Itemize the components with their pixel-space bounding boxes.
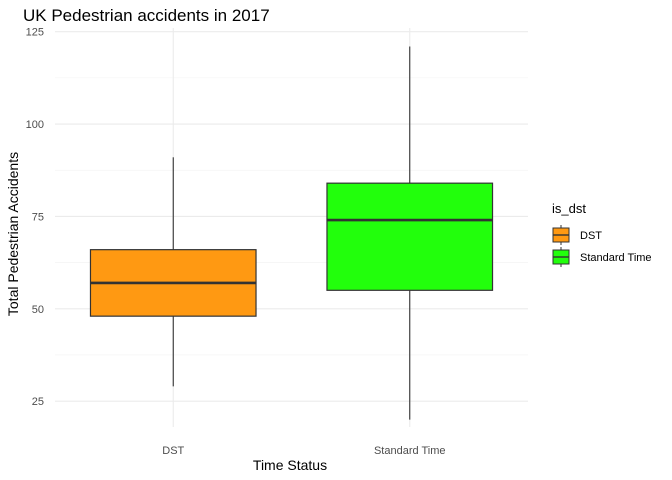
y-tick-label: 50 xyxy=(32,304,44,316)
legend-title: is_dst xyxy=(552,201,586,216)
x-tick-label: DST xyxy=(162,445,184,457)
x-tick-label: Standard Time xyxy=(374,445,446,457)
y-axis-title: Total Pedestrian Accidents xyxy=(5,152,21,316)
legend-label: DST xyxy=(580,230,602,242)
box-standard-time xyxy=(326,46,494,420)
box-body xyxy=(326,182,494,291)
y-tick-label: 100 xyxy=(26,119,44,131)
y-tick-label: 75 xyxy=(32,211,44,223)
legend-key xyxy=(552,247,570,267)
chart-title: UK Pedestrian accidents in 2017 xyxy=(23,6,270,25)
y-axis-ticks: 25 50 75 100 125 xyxy=(26,27,44,408)
legend-label: Standard Time xyxy=(580,252,652,264)
x-axis-title: Time Status xyxy=(253,457,327,473)
x-axis-ticks: DST Standard Time xyxy=(162,445,445,457)
boxes xyxy=(89,46,494,420)
legend-key xyxy=(552,225,570,245)
legend: is_dst DST Standard Time xyxy=(552,201,652,267)
box-dst xyxy=(89,157,257,387)
y-tick-label: 25 xyxy=(32,396,44,408)
y-tick-label: 125 xyxy=(26,27,44,39)
